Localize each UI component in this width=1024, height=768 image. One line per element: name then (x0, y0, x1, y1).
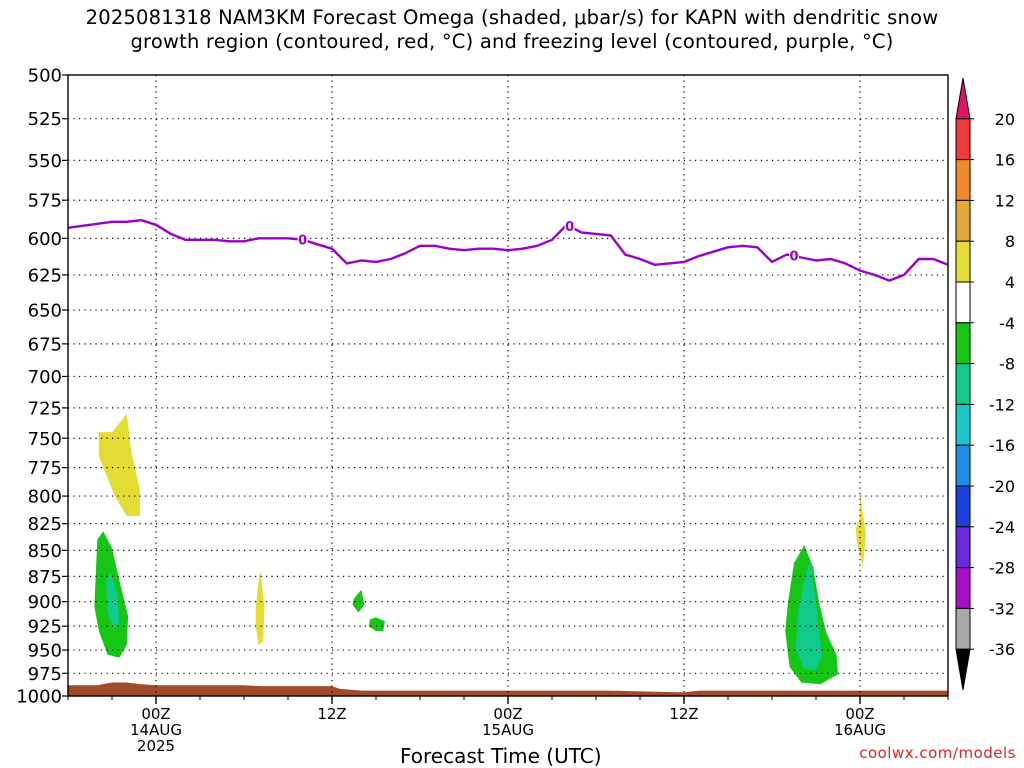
x-tick-label-54-2: 16AUG (834, 721, 886, 739)
colorbar-label-10: -20 (989, 477, 1015, 496)
y-tick-label-500: 500 (28, 66, 62, 87)
colorbar-band-3 (955, 159, 971, 201)
colorbar-label-9: -16 (989, 436, 1015, 455)
y-tick-label-725: 725 (28, 398, 62, 419)
x-tick-label-6-2: 14AUG (130, 721, 182, 739)
x-tick-label-54-1: 00Z (845, 705, 874, 723)
y-tick-label-600: 600 (28, 229, 62, 250)
freezing-label-bg-1 (297, 231, 308, 246)
colorbar-band-11 (955, 485, 971, 528)
omega-region-2 (255, 570, 265, 646)
colorbar-label-6: -4 (999, 314, 1015, 333)
colorbar-label-7: -8 (999, 355, 1015, 374)
y-tick-label-1000: 1000 (16, 687, 62, 708)
colorbar-label-5: 4 (1005, 273, 1015, 292)
y-tick-label-750: 750 (28, 429, 62, 450)
colorbar-label-4: 8 (1005, 232, 1015, 251)
y-tick-label-900: 900 (28, 592, 62, 613)
colorbar-label-13: -32 (989, 599, 1015, 618)
colorbar-band-6 (955, 281, 971, 324)
y-tick-label-925: 925 (28, 617, 62, 638)
freezing-label-bg-2 (564, 218, 575, 233)
colorbar-label-1: 20 (995, 110, 1015, 129)
colorbar-label-8: -12 (989, 395, 1015, 414)
y-tick-label-825: 825 (28, 514, 62, 535)
y-tick-label-950: 950 (28, 641, 62, 662)
omega-region-1 (98, 414, 140, 516)
colorbar-band-8 (955, 363, 971, 405)
colorbar-band-10 (955, 444, 971, 487)
x-axis-label: Forecast Time (UTC) (400, 744, 602, 768)
colorbar-band-2 (955, 118, 971, 161)
terrain-fill (68, 682, 948, 696)
colorbar-band-12 (955, 526, 971, 569)
chart-title-line-2: growth region (contoured, red, °C) and f… (130, 30, 894, 53)
axes-layer: 500 525 550 575 600 625 650 675 700 725 750 775 800 8… (16, 66, 949, 755)
freezing-level-label-1: 0 (298, 233, 307, 248)
y-tick-label-525: 525 (28, 109, 62, 130)
freezing-level-line (67, 218, 949, 282)
credit-text: coolwx.com/models (859, 744, 1016, 762)
y-tick-label-625: 625 (28, 265, 62, 286)
colorbar: 20 16 12 8 4 -4 -8 -12 -16 -20 -24 -28 -32 -36 (955, 77, 1015, 691)
x-tick-label-18-1: 12Z (317, 705, 346, 723)
colorbar-label-2: 16 (995, 151, 1015, 170)
y-tick-label-875: 875 (28, 567, 62, 588)
freezing-level-label-3: 0 (789, 250, 798, 265)
colorbar-band-15 (955, 648, 971, 691)
colorbar-label-12: -28 (989, 559, 1015, 578)
colorbar-band-1 (955, 77, 971, 120)
colorbar-label-11: -24 (989, 518, 1015, 537)
y-tick-label-850: 850 (28, 541, 62, 562)
x-tick-label-42-1: 12Z (669, 705, 698, 723)
y-tick-label-800: 800 (28, 487, 62, 508)
x-tick-label-6-1: 00Z (141, 705, 170, 723)
omega-shading-layer (94, 414, 866, 685)
freezing-level-layer: 0 0 0 (67, 218, 949, 282)
freezing-label-bg-3 (789, 248, 799, 263)
colorbar-label-3: 12 (995, 191, 1015, 210)
x-tick-label-6-3: 2025 (137, 737, 175, 755)
colorbar-band-13 (955, 567, 971, 609)
omega-region-3 (855, 492, 866, 568)
chart-title: 2025081318 NAM3KM Forecast Omega (shaded… (0, 6, 1024, 54)
colorbar-band-9 (955, 403, 971, 446)
chart-title-line-1: 2025081318 NAM3KM Forecast Omega (shaded… (85, 6, 939, 29)
colorbar-band-14 (955, 607, 971, 650)
y-tick-label-675: 675 (28, 334, 62, 355)
colorbar-band-4 (955, 199, 971, 242)
freezing-level-label-2: 0 (565, 220, 574, 235)
grid-layer (68, 75, 948, 696)
y-tick-label-700: 700 (28, 367, 62, 388)
x-tick-label-30-2: 15AUG (482, 721, 534, 739)
y-tick-label-975: 975 (28, 664, 62, 685)
y-tick-label-575: 575 (28, 191, 62, 212)
colorbar-label-14: -36 (989, 640, 1015, 659)
colorbar-band-7 (955, 322, 971, 365)
colorbar-band-5 (955, 240, 971, 283)
omega-region-9 (795, 560, 822, 671)
x-tick-label-30-1: 00Z (493, 705, 522, 723)
y-tick-label-650: 650 (28, 301, 62, 322)
omega-region-6 (352, 589, 365, 613)
y-tick-label-550: 550 (28, 151, 62, 172)
omega-region-7 (368, 617, 385, 631)
y-tick-label-775: 775 (28, 458, 62, 479)
terrain-layer (68, 682, 948, 696)
